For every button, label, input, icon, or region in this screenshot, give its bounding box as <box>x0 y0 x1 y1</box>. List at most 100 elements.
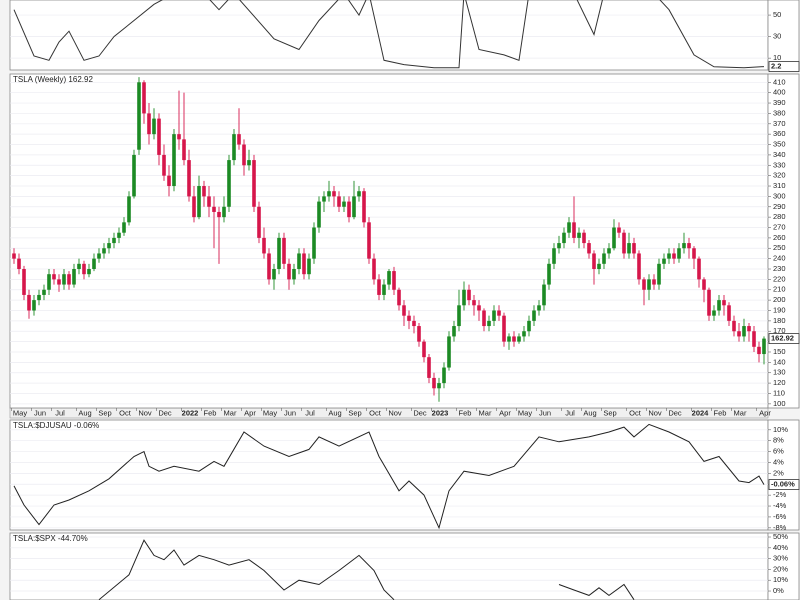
candle-body <box>112 237 116 244</box>
y-tick-label: 190 <box>773 305 786 314</box>
candle-body <box>737 331 741 337</box>
candle-body <box>467 289 471 301</box>
x-tick-label: May <box>13 408 27 417</box>
candle-body <box>587 243 591 254</box>
x-tick-label: Apr <box>759 408 771 417</box>
candle-body <box>752 331 756 347</box>
value-tag <box>768 333 800 344</box>
y-tick-label: 300 <box>773 191 786 200</box>
x-tick-label: Feb <box>459 408 472 417</box>
y-tick-label: 280 <box>773 212 786 221</box>
candle-body <box>292 269 296 280</box>
candle-body <box>57 279 61 285</box>
panel <box>9 0 769 71</box>
candle-body <box>357 191 361 197</box>
candle-body <box>667 253 671 259</box>
candle-body <box>252 160 256 207</box>
x-tick-label: 2022 <box>182 408 199 417</box>
y-tick-label: 220 <box>773 274 786 283</box>
series-line <box>13 0 765 69</box>
candle-body <box>717 300 721 311</box>
x-tick-label: Jul <box>55 408 65 417</box>
candle-body <box>312 227 316 259</box>
candle-body <box>12 253 16 259</box>
candle-body <box>547 263 551 285</box>
candle-body <box>137 82 141 150</box>
y-tick-label: 250 <box>773 243 786 252</box>
candle-body <box>487 320 491 327</box>
x-tick-label: Nov <box>388 408 402 417</box>
candle-body <box>247 160 251 166</box>
candle-body <box>367 222 371 259</box>
x-tick-label: Jun <box>34 408 46 417</box>
x-tick-label: Mar <box>479 408 492 417</box>
y-tick-label: 170 <box>773 326 786 335</box>
y-tick-label: 50 <box>773 10 781 19</box>
x-tick-label: Aug <box>583 408 596 417</box>
candle-body <box>72 269 76 285</box>
candle-body <box>27 294 31 311</box>
candle-body <box>117 232 121 238</box>
candle-body <box>712 310 716 316</box>
y-tick-label: 130 <box>773 368 786 377</box>
x-tick-label: Sep <box>98 408 111 417</box>
y-tick-label: 390 <box>773 98 786 107</box>
candle-body <box>222 206 226 218</box>
x-tick-label: Aug <box>328 408 341 417</box>
candle-body <box>517 336 521 342</box>
x-tick-label: Aug <box>78 408 91 417</box>
value-tag-label: -0.06% <box>771 480 795 489</box>
plot <box>10 77 768 405</box>
candle-body <box>297 253 301 270</box>
y-tick-label: 30% <box>773 554 788 563</box>
candle-body <box>202 186 206 197</box>
candle-body <box>607 248 611 254</box>
candle-body <box>322 196 326 202</box>
candle-body <box>542 284 546 306</box>
x-tick-label: Feb <box>204 408 217 417</box>
candle-body <box>32 300 36 311</box>
candle-body <box>67 274 71 285</box>
x-tick-label: Oct <box>629 408 642 417</box>
candle-body <box>212 206 216 212</box>
candle-body <box>442 367 446 384</box>
y-tick-label: 120 <box>773 378 786 387</box>
y-tick-label: 110 <box>773 388 785 397</box>
candle-body <box>537 305 541 311</box>
x-tick-label: Feb <box>714 408 727 417</box>
candle-body <box>652 279 656 285</box>
y-tick-label: 10% <box>773 575 788 584</box>
candle-body <box>402 305 406 316</box>
x-tick-label: May <box>263 408 277 417</box>
candle-body <box>732 320 736 332</box>
candle-body <box>482 310 486 327</box>
candle-body <box>672 253 676 259</box>
axis-panel <box>767 0 800 71</box>
plot <box>10 536 768 600</box>
x-tick-label: Jul <box>305 408 315 417</box>
candle-body <box>237 134 241 145</box>
candle-body <box>37 294 41 301</box>
value-tag <box>768 479 800 490</box>
candle-body <box>612 227 616 249</box>
candle-body <box>207 196 211 207</box>
candle-body <box>52 274 56 280</box>
candle-body <box>317 201 321 228</box>
candle-body <box>472 300 476 306</box>
x-tick-label: Apr <box>499 408 511 417</box>
candle-body <box>572 222 576 238</box>
candle-body <box>617 227 621 233</box>
y-tick-label: 310 <box>773 181 786 190</box>
axis-panel <box>767 73 800 409</box>
candle-body <box>147 113 151 135</box>
x-tick-label: Sep <box>603 408 616 417</box>
plot <box>10 423 768 530</box>
candle-body <box>677 248 681 259</box>
candle-body <box>282 237 286 264</box>
y-tick-label: 350 <box>773 140 786 149</box>
candle-body <box>272 269 276 280</box>
y-tick-label: -4% <box>773 501 787 510</box>
candle-body <box>557 243 561 249</box>
candle-body <box>502 315 506 342</box>
